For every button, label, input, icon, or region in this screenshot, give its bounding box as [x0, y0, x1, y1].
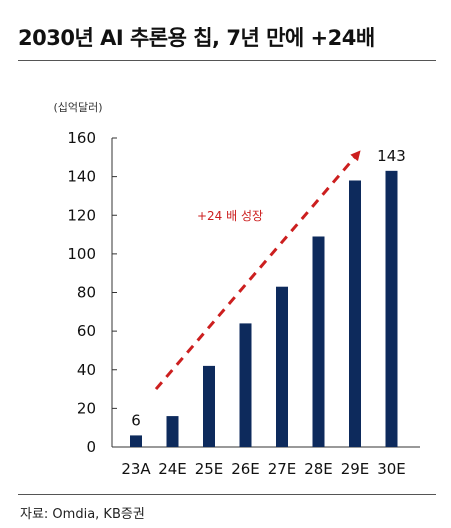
y-tick-label: 120: [67, 206, 96, 224]
source-note: 자료: Omdia, KB증권: [20, 507, 145, 522]
bar-26E: [239, 323, 252, 447]
x-tick-label: 29E: [341, 460, 370, 478]
bar-27E: [276, 286, 288, 447]
y-tick-label: 160: [67, 129, 96, 147]
title-divider: [18, 60, 436, 61]
source-divider: [18, 494, 436, 495]
y-tick-label: 20: [77, 399, 96, 417]
bar-24E: [166, 416, 179, 447]
y-tick-label: 100: [67, 245, 96, 263]
y-unit-label: (십억달러): [53, 101, 102, 114]
y-tick-label: 80: [77, 284, 96, 302]
x-tick-label: 23A: [121, 460, 151, 478]
bars: 6 143: [130, 147, 406, 448]
y-tick-label: 40: [77, 361, 96, 379]
x-tick-label: 28E: [304, 460, 333, 478]
x-tick-label: 24E: [158, 460, 187, 478]
bar-23A: [130, 435, 142, 447]
y-tick-label: 140: [67, 168, 96, 186]
data-label-23A: 6: [131, 411, 141, 429]
x-tick-label: 30E: [377, 460, 406, 478]
y-tick-label: 0: [86, 438, 96, 456]
x-tick-label: 26E: [231, 460, 260, 478]
bar-25E: [203, 365, 215, 447]
growth-annotation: +24 배 성장: [197, 209, 263, 223]
data-label-30E: 143: [377, 147, 406, 165]
growth-arrow: [154, 150, 361, 391]
chart-title: 2030년 AI 추론용 칩, 7년 만에 +24배: [18, 26, 375, 50]
x-tick-label: 25E: [195, 460, 224, 478]
annotation: +24 배 성장: [154, 150, 361, 391]
y-tick-label: 60: [77, 322, 96, 340]
x-tick-label: 27E: [268, 460, 297, 478]
x-axis-labels: 23A 24E 25E 26E 27E 28E 29E 30E: [121, 460, 405, 478]
bar-30E: [385, 170, 398, 448]
bar-29E: [349, 180, 361, 448]
bar-28E: [312, 236, 325, 447]
y-axis: 0 20 40 60 80 100 120 140 160 (십억달러): [53, 101, 420, 456]
